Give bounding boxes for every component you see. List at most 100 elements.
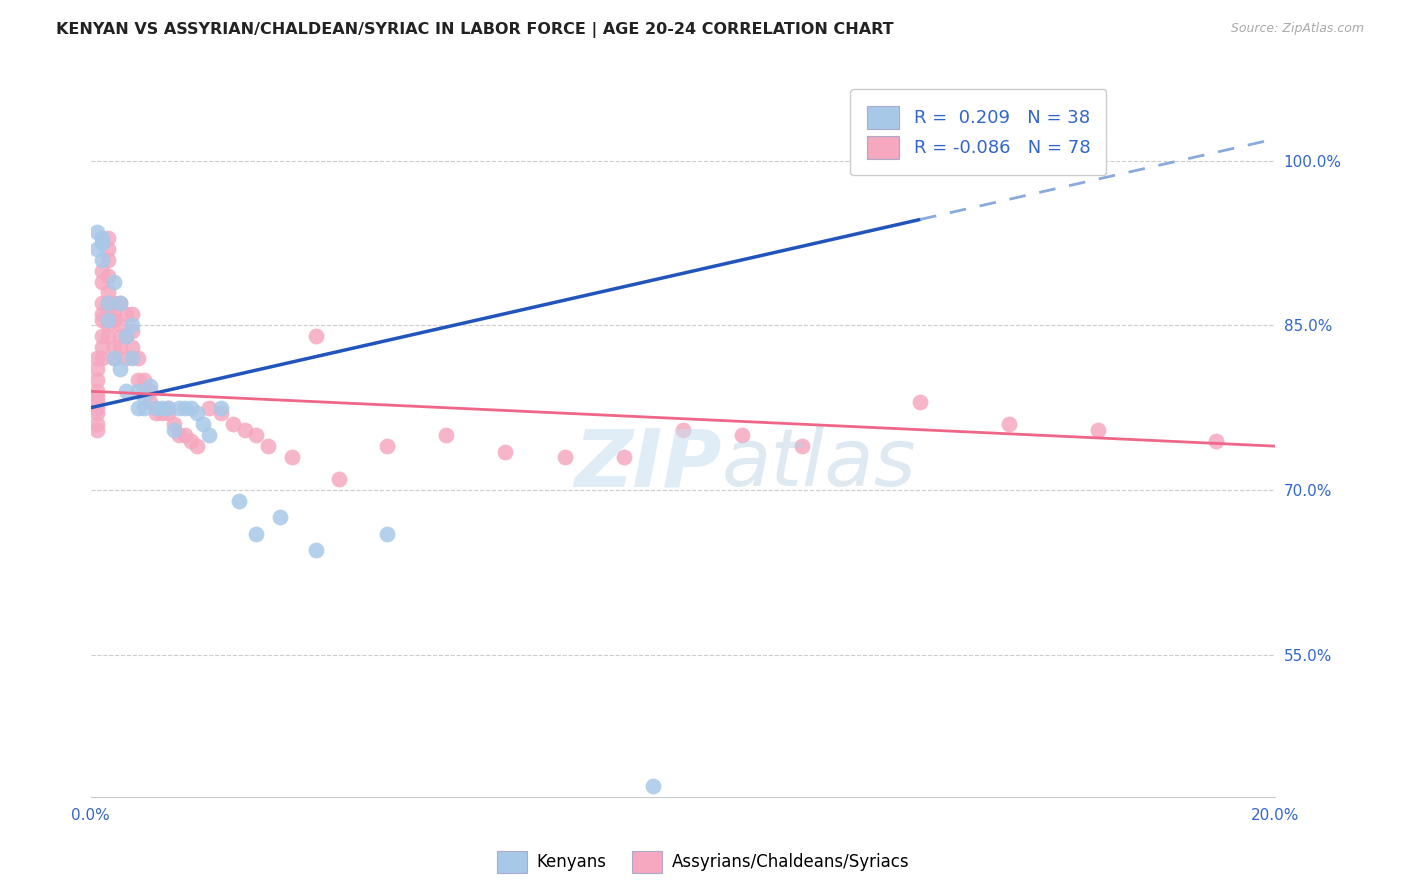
Point [180,434,202,448]
Point [186,439,208,453]
Point [110,296,132,310]
Point [86,373,108,387]
Point [169,428,191,442]
Point [97,308,120,322]
Point [731,428,754,442]
Point [1087,423,1109,437]
Point [998,417,1021,432]
Point [97,252,120,267]
Point [97,268,120,283]
Point [169,401,191,415]
Point [245,527,267,541]
Point [156,406,179,420]
Point [91,236,114,251]
Point [554,450,576,464]
Point [145,401,167,415]
Point [186,406,208,420]
Point [91,308,114,322]
Point [228,494,250,508]
Point [86,225,108,239]
Point [209,406,232,420]
Point [91,340,114,354]
Point [132,373,155,387]
Point [643,780,665,794]
Point [91,230,114,244]
Point [110,340,132,354]
Point [110,362,132,376]
Point [86,417,108,432]
Point [1205,434,1227,448]
Point [257,439,280,453]
Point [174,428,197,442]
Point [127,401,149,415]
Point [305,329,328,343]
Point [86,395,108,409]
Point [86,390,108,404]
Point [222,417,245,432]
Point [103,296,125,310]
Point [110,329,132,343]
Point [672,423,695,437]
Point [115,329,138,343]
Point [281,450,304,464]
Point [91,329,114,343]
Point [110,318,132,333]
Point [97,313,120,327]
Point [162,423,184,437]
Legend: R =  0.209   N = 38, R = -0.086   N = 78: R = 0.209 N = 38, R = -0.086 N = 78 [851,89,1107,176]
Point [150,406,173,420]
Point [494,444,516,458]
Point [150,401,173,415]
Point [86,242,108,256]
Point [908,395,931,409]
Point [156,401,179,415]
Point [121,324,143,338]
Point [121,351,143,366]
Point [103,313,125,327]
Point [375,439,398,453]
Point [103,351,125,366]
Point [198,428,221,442]
Point [86,384,108,399]
Point [132,401,155,415]
Point [305,543,328,558]
Point [97,296,120,310]
Point [91,263,114,277]
Point [139,395,162,409]
Point [115,351,138,366]
Point [198,401,221,415]
Point [103,308,125,322]
Point [91,313,114,327]
Point [180,401,202,415]
Point [115,384,138,399]
Point [115,308,138,322]
Point [849,153,872,168]
Point [86,401,108,415]
Point [269,510,291,524]
Point [132,390,155,404]
Legend: Kenyans, Assyrians/Chaldeans/Syriacs: Kenyans, Assyrians/Chaldeans/Syriacs [491,845,915,880]
Point [97,318,120,333]
Point [139,378,162,392]
Point [97,296,120,310]
Point [139,384,162,399]
Point [97,329,120,343]
Point [174,401,197,415]
Point [86,406,108,420]
Point [86,362,108,376]
Point [209,401,232,415]
Point [162,417,184,432]
Text: Source: ZipAtlas.com: Source: ZipAtlas.com [1230,22,1364,36]
Point [233,423,256,437]
Point [103,340,125,354]
Point [328,472,350,486]
Text: atlas: atlas [721,425,917,503]
Point [91,351,114,366]
Point [145,406,167,420]
Point [132,384,155,399]
Point [121,318,143,333]
Point [97,230,120,244]
Text: ZIP: ZIP [574,425,721,503]
Point [121,340,143,354]
Point [121,308,143,322]
